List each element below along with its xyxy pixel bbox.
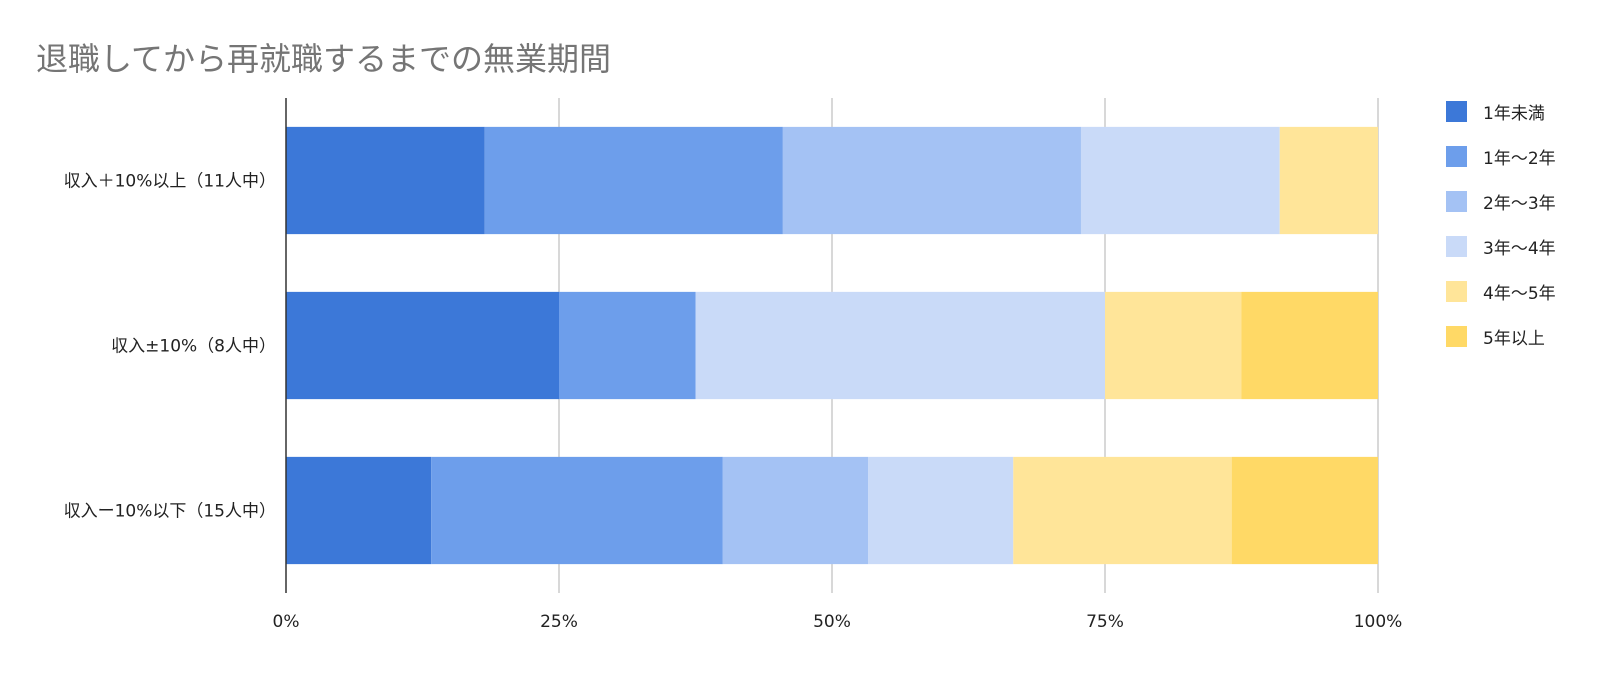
category-label: 収入＋10%以上（11人中） [64, 172, 276, 192]
bar-segment [782, 126, 1081, 235]
legend-label: 3年〜4年 [1483, 239, 1556, 260]
bar-segment [1105, 291, 1242, 400]
bar-segment [286, 456, 432, 565]
bar-segment [1013, 456, 1232, 565]
bars [286, 126, 1378, 565]
x-tick-label: 50% [813, 612, 851, 632]
bar-segment [1231, 456, 1378, 565]
bar-segment [286, 126, 485, 235]
bar-segment [722, 456, 869, 565]
bar-segment [868, 456, 1014, 565]
legend-label: 2年〜3年 [1483, 193, 1556, 214]
legend-swatch [1446, 100, 1467, 122]
legend: 1年未満 1年〜2年 2年〜3年 3年〜4年 4年〜5年 5年以上 [1446, 100, 1556, 371]
legend-label: 1年〜2年 [1483, 148, 1556, 169]
category-label: 収入ー10%以下（15人中） [64, 502, 276, 522]
bar-segment [431, 456, 723, 565]
legend-item: 1年未満 [1446, 100, 1556, 124]
legend-item: 1年〜2年 [1446, 145, 1556, 169]
bar-segment [1241, 291, 1378, 400]
legend-item: 2年〜3年 [1446, 190, 1556, 214]
legend-label: 1年未満 [1483, 103, 1545, 124]
legend-label: 5年以上 [1483, 329, 1545, 350]
x-tick-label: 100% [1354, 612, 1403, 632]
legend-item: 4年〜5年 [1446, 281, 1556, 305]
chart-title: 退職してから再就職するまでの無業期間 [36, 40, 612, 78]
category-labels: 収入＋10%以上（11人中） 収入±10%（8人中） 収入ー10%以下（15人中） [64, 172, 276, 522]
x-tick-label: 0% [273, 612, 300, 632]
legend-swatch [1446, 236, 1467, 258]
x-tick-label: 75% [1086, 612, 1124, 632]
bar-segment [484, 126, 783, 235]
legend-item: 5年以上 [1446, 326, 1556, 350]
legend-swatch [1446, 281, 1467, 303]
legend-swatch [1446, 190, 1467, 212]
bar-segment [1080, 126, 1280, 235]
legend-label: 4年〜5年 [1483, 284, 1556, 305]
legend-swatch [1446, 145, 1467, 167]
legend-swatch [1446, 326, 1467, 348]
x-tick-label: 25% [540, 612, 578, 632]
x-axis-ticks: 0% 25% 50% 75% 100% [273, 612, 1403, 632]
legend-item: 3年〜4年 [1446, 236, 1556, 260]
bar-segment [1279, 126, 1378, 235]
category-label: 収入±10%（8人中） [111, 337, 276, 357]
bar-segment [286, 291, 559, 400]
bar-segment [695, 291, 1105, 400]
bar-segment [559, 291, 696, 400]
